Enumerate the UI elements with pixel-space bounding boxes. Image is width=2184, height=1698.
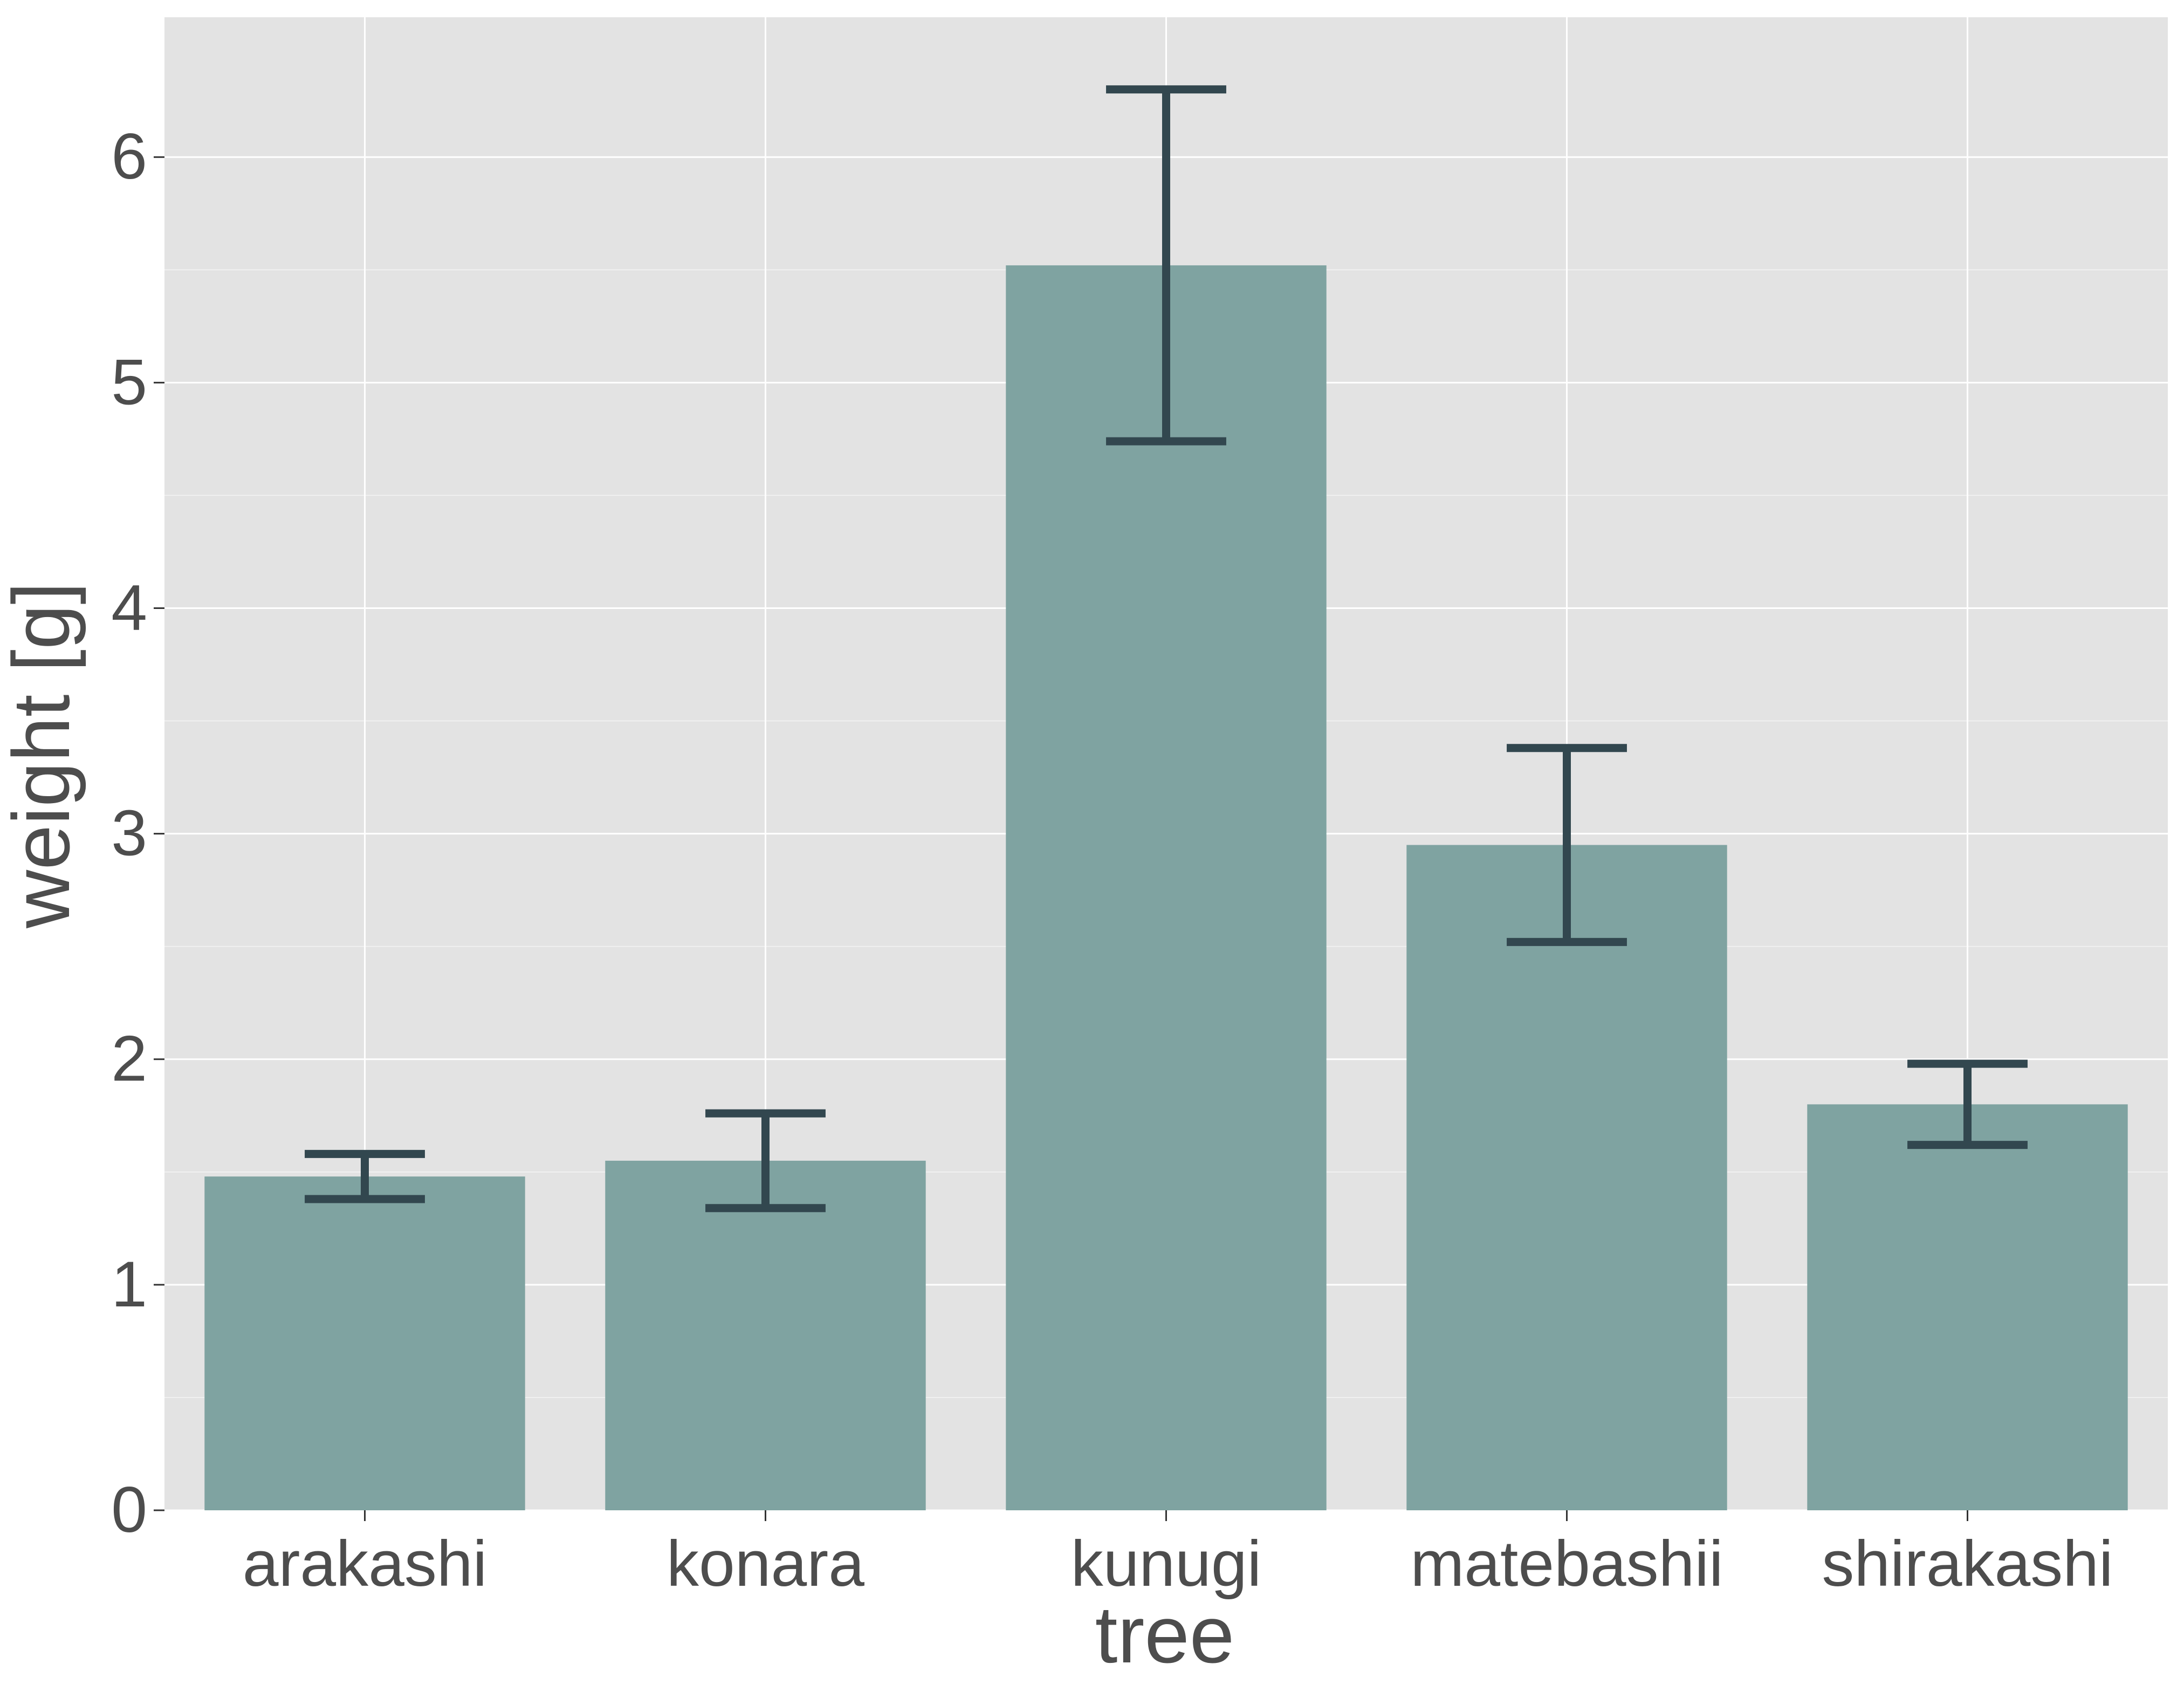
axes: 0 1 2 3 4 5 6 arakashi konara kunugi matebashii shi… [111,120,2113,1600]
error-bar-shirakashi [1907,1059,2028,1149]
x-axis-title: tree [1095,1589,1234,1680]
y-tick-label: 0 [111,1474,147,1546]
error-bar-konara [705,1109,826,1213]
bar-kunugi [1006,265,1327,1511]
x-tick-label: shirakashi [1822,1528,2113,1600]
y-tick-label: 1 [111,1248,147,1320]
x-tick-label: konara [667,1528,864,1600]
x-tick-label: arakashi [243,1528,487,1600]
bar-shirakashi [1807,1104,2128,1510]
bars [204,265,2128,1511]
x-tick-label: kunugi [1071,1528,1262,1600]
y-tick-label: 2 [111,1023,147,1095]
y-tick-label: 6 [111,120,147,193]
error-bars [305,85,2028,1213]
bar-konara [605,1160,926,1510]
y-tick-label: 3 [111,797,147,869]
y-axis-title: weight [g] [0,582,86,929]
y-tick-label: 5 [111,346,147,418]
x-tick-label: matebashii [1410,1528,1723,1600]
error-bar-matebashii [1507,744,1627,946]
y-tick-label: 4 [111,571,147,643]
bar-matebashii [1406,845,1727,1510]
error-bar-arakashi [305,1149,425,1203]
bar-arakashi [204,1176,525,1510]
error-bar-kunugi [1106,85,1226,446]
